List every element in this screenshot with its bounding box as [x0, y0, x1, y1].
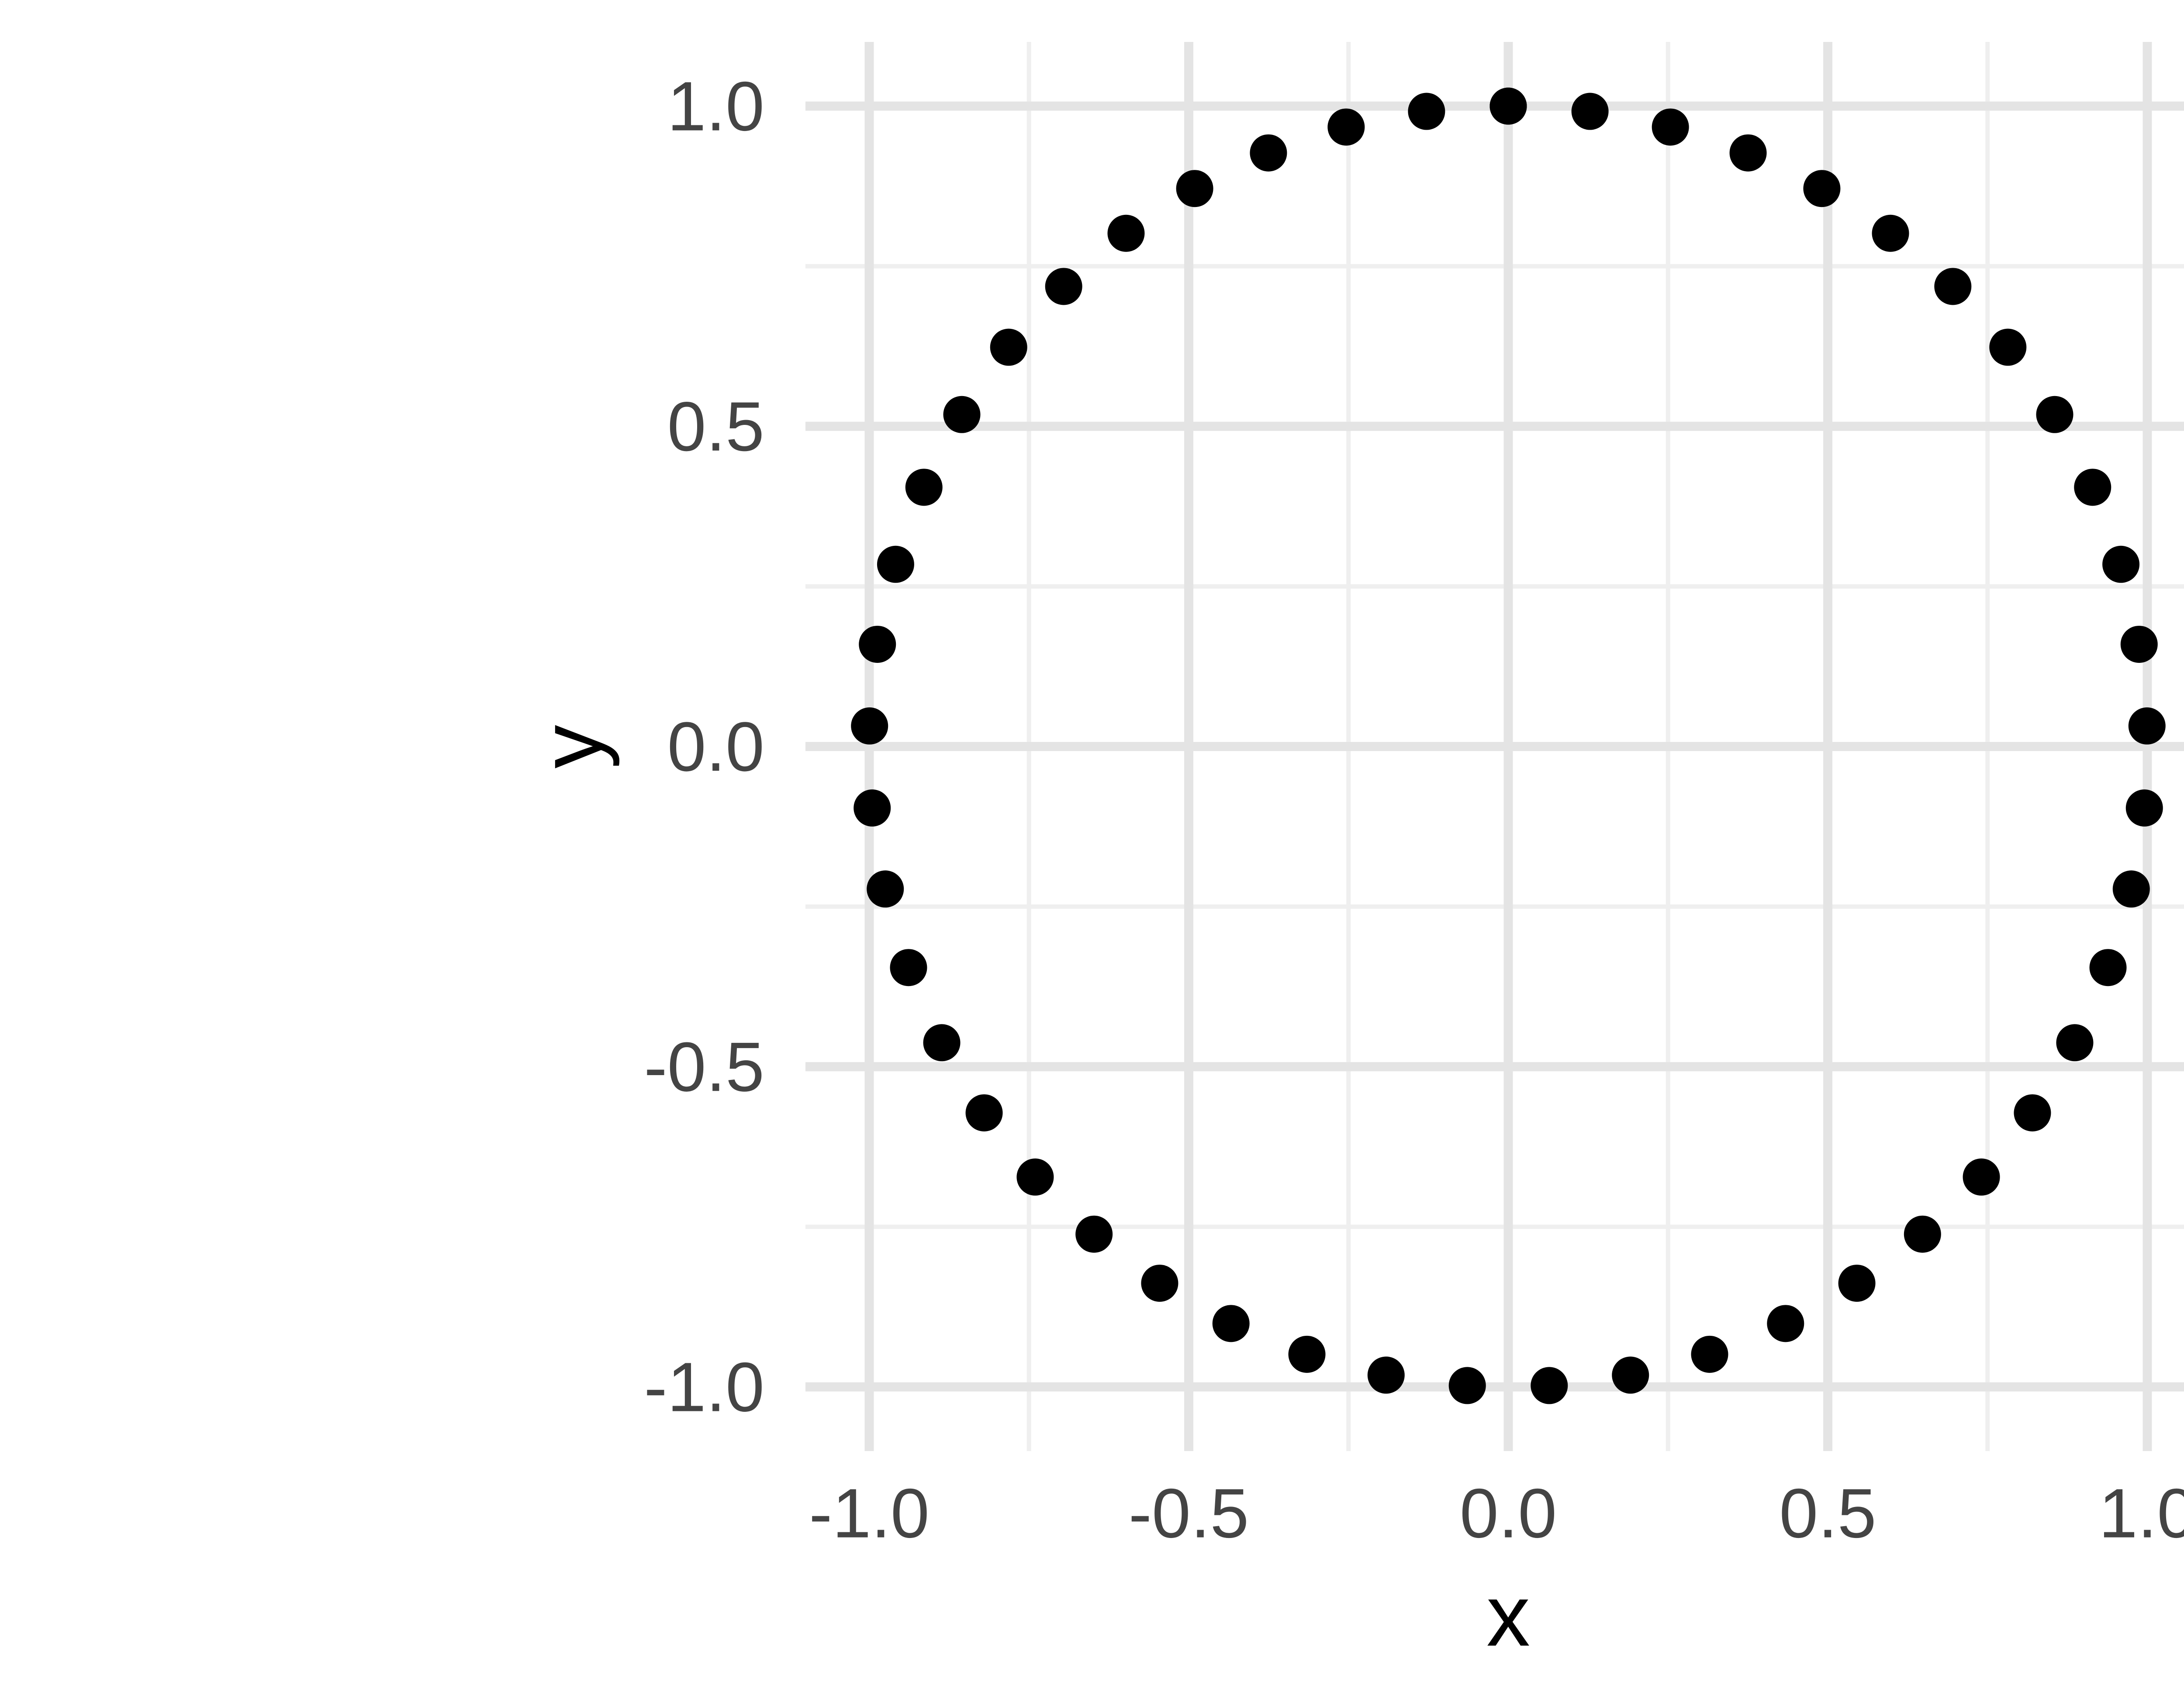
x-tick-label: 0.0 [1460, 1474, 1557, 1552]
y-axis-title: y [523, 725, 620, 769]
y-tick-label: 1.0 [667, 67, 764, 145]
data-point [1691, 1335, 1728, 1373]
x-axis-title: x [1486, 1567, 1530, 1665]
data-point [1250, 134, 1287, 172]
data-point [1408, 93, 1445, 130]
y-tick-label: -0.5 [644, 1028, 764, 1106]
x-tick-label: -1.0 [809, 1474, 930, 1552]
data-point [1367, 1356, 1405, 1394]
data-point [1904, 1215, 1941, 1253]
data-point [877, 545, 914, 583]
data-point [1838, 1265, 1876, 1302]
data-point [990, 328, 1027, 366]
axis-tick-labels: -1.0 -0.5 0.0 0.5 1.0 1.0 0.5 0.0 -0.5 -1.0 [644, 67, 2184, 1552]
data-point [2112, 870, 2150, 908]
data-point [1652, 108, 1689, 146]
data-point [1212, 1305, 1250, 1342]
data-point [1803, 170, 1841, 207]
data-point [905, 469, 943, 506]
data-point [2074, 469, 2111, 506]
data-point [1045, 268, 1082, 305]
data-point [851, 707, 888, 745]
data-point [2056, 1024, 2094, 1062]
data-point [1489, 87, 1527, 125]
data-point [943, 396, 981, 433]
data-point [1141, 1265, 1178, 1302]
data-point [1176, 170, 1213, 207]
data-points-layer [851, 87, 2166, 1404]
data-point [2102, 545, 2140, 583]
y-tick-label: -1.0 [644, 1348, 764, 1426]
y-tick-label: 0.0 [667, 707, 764, 786]
data-point [1934, 268, 1972, 305]
data-point [890, 949, 927, 986]
data-point [2036, 396, 2073, 433]
data-point [854, 789, 891, 827]
x-tick-label: 1.0 [2099, 1474, 2184, 1552]
data-point [965, 1094, 1003, 1131]
data-point [2014, 1094, 2051, 1131]
data-point [1288, 1335, 1326, 1373]
grid-major-lines [805, 42, 2184, 1451]
data-point [2125, 789, 2163, 827]
data-point [1016, 1158, 1054, 1196]
data-point [1767, 1305, 1804, 1342]
data-point [1571, 93, 1609, 130]
data-point [1448, 1367, 1486, 1404]
data-point [1531, 1367, 1568, 1404]
data-point [923, 1024, 961, 1062]
x-tick-label: 0.5 [1779, 1474, 1876, 1552]
data-point [2089, 949, 2127, 986]
data-point [859, 625, 896, 663]
y-tick-label: 0.5 [667, 387, 764, 466]
x-tick-label: -0.5 [1129, 1474, 1249, 1552]
data-point [1729, 134, 1767, 172]
data-point [2120, 625, 2158, 663]
data-point [1075, 1215, 1113, 1253]
data-point [867, 870, 904, 908]
data-point [1107, 214, 1145, 252]
data-point [2128, 707, 2166, 745]
data-point [1327, 108, 1365, 146]
data-point [1872, 214, 1909, 252]
data-point [1612, 1356, 1649, 1394]
data-point [1963, 1158, 2000, 1196]
data-point [1989, 328, 2027, 366]
